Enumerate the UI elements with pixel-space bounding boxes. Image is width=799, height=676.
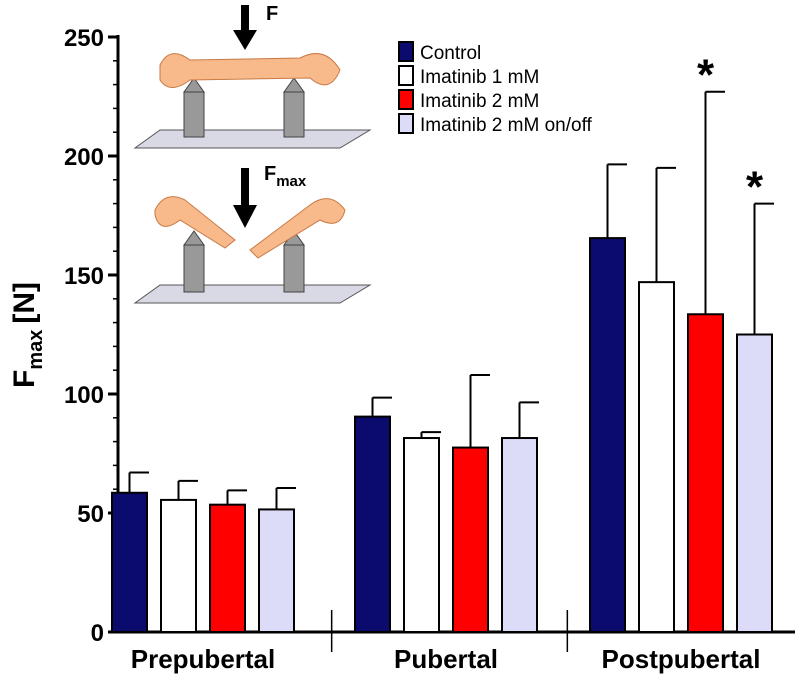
bar <box>501 437 538 633</box>
support <box>183 91 205 138</box>
x-tick-label: Postpubertal <box>602 644 761 674</box>
legend-label: Control <box>420 43 481 64</box>
y-label-sub: max <box>25 330 47 370</box>
bar <box>403 437 440 633</box>
y-tick-label: 50 <box>77 501 104 528</box>
force-arrow-head <box>233 205 257 228</box>
significance-marker: * <box>746 163 764 212</box>
bar <box>589 237 626 634</box>
bar <box>354 415 391 633</box>
y-label-unit: [N] <box>8 282 41 324</box>
y-tick-label: 200 <box>64 144 104 171</box>
y-label-main: F <box>8 370 41 388</box>
support <box>183 244 205 293</box>
significance-marker: * <box>697 51 715 100</box>
legend-swatch <box>398 65 414 86</box>
max-force-sub: max <box>276 173 307 190</box>
support <box>283 244 305 293</box>
legend-swatch <box>398 41 414 62</box>
support-tip <box>183 230 205 246</box>
y-tick-label: 250 <box>64 25 104 52</box>
max-force-main: F <box>264 163 276 185</box>
bar <box>687 313 724 633</box>
legend-swatch <box>398 89 414 110</box>
platform <box>133 284 372 304</box>
force-arrow <box>241 5 249 35</box>
force-arrow-head <box>233 30 257 50</box>
y-tick-label: 0 <box>91 620 104 647</box>
y-tick-label: 100 <box>64 382 104 409</box>
bar <box>209 503 246 634</box>
force-arrow <box>241 168 249 208</box>
x-tick-label: Pubertal <box>394 644 498 674</box>
bone <box>159 53 341 88</box>
y-tick-label: 150 <box>64 263 104 290</box>
bar <box>638 281 675 633</box>
bone-fragment <box>249 198 346 259</box>
max-force-label: Fmax <box>264 163 307 190</box>
bone-fragment <box>154 196 236 249</box>
support-tip <box>283 77 305 93</box>
support <box>283 91 305 138</box>
illustration: F Fmax <box>133 3 372 304</box>
platform <box>133 129 372 149</box>
bar <box>258 508 295 633</box>
force-label: F <box>266 3 278 25</box>
legend-label: Imatinib 2 mM <box>420 91 539 112</box>
legend-label: Imatinib 2 mM on/off <box>420 115 593 136</box>
legend-swatch <box>398 113 414 134</box>
legend-label: Imatinib 1 mM <box>420 67 539 88</box>
support-tip <box>183 77 205 93</box>
bar <box>111 491 148 633</box>
bar <box>736 333 773 633</box>
bar <box>452 446 489 633</box>
x-tick-label: Prepubertal <box>131 644 276 674</box>
bar <box>160 498 197 633</box>
y-axis-label: Fmax [N] <box>8 282 47 388</box>
